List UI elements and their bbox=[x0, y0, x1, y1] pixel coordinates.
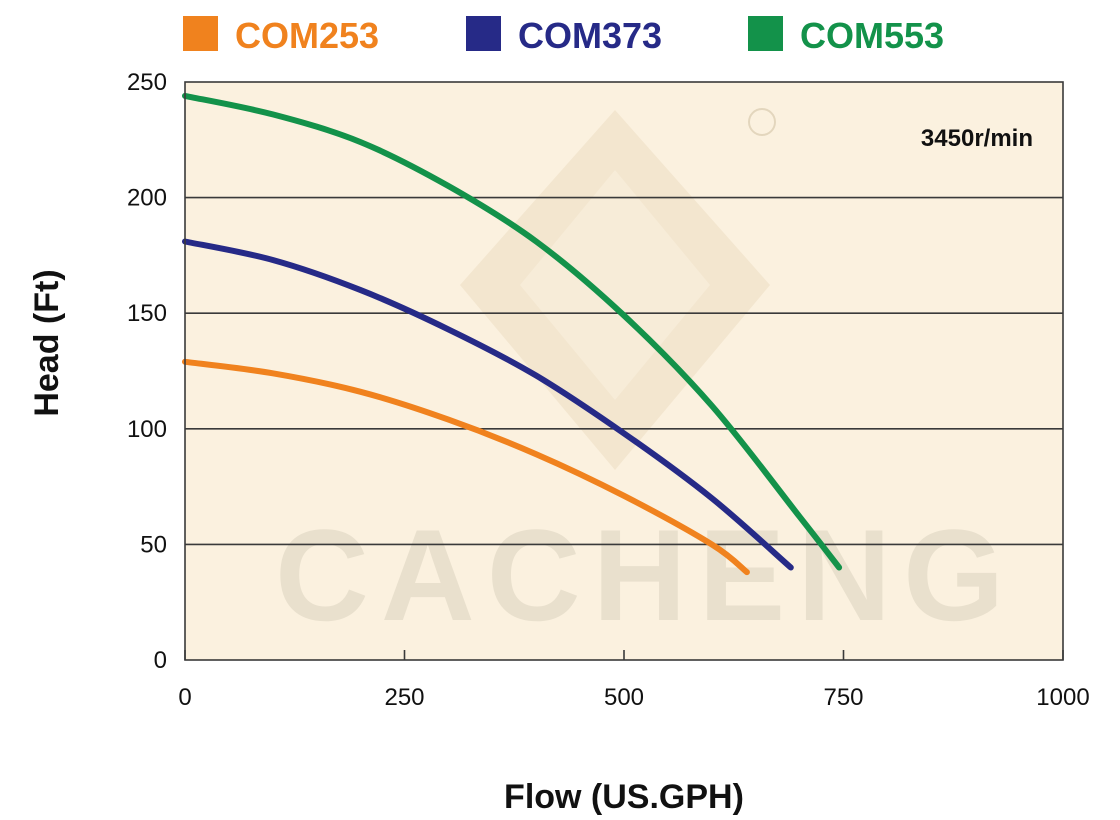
y-axis-title: Head (Ft) bbox=[28, 269, 66, 416]
series-line-com553 bbox=[182, 92, 843, 571]
speed-annotation: 3450r/min bbox=[921, 125, 1033, 152]
x-axis-title: Flow (US.GPH) bbox=[504, 778, 744, 816]
x-tick-label-0: 0 bbox=[178, 684, 191, 711]
registered-mark-icon bbox=[748, 108, 776, 136]
y-tick-label-150: 150 bbox=[127, 300, 167, 327]
watermark-diamond-inner bbox=[520, 170, 710, 400]
series-line-com373 bbox=[182, 238, 794, 571]
x-tick-label-500: 500 bbox=[604, 684, 644, 711]
legend-swatch-com553 bbox=[748, 16, 783, 51]
series-line-com253 bbox=[182, 358, 750, 576]
watermark-logo: CACHENG bbox=[275, 108, 1016, 648]
series-layer bbox=[182, 92, 843, 576]
y-tick-label-250: 250 bbox=[127, 69, 167, 96]
legend-swatch-com253 bbox=[183, 16, 218, 51]
legend-label-com253: COM253 bbox=[235, 15, 379, 56]
y-tick-labels: 0 50 100 150 200 250 bbox=[127, 69, 167, 674]
legend-item-com553: COM553 bbox=[748, 15, 944, 56]
y-tick-label-0: 0 bbox=[154, 647, 167, 674]
legend-label-com373: COM373 bbox=[518, 15, 662, 56]
legend-item-com253: COM253 bbox=[183, 15, 379, 56]
legend: COM253 COM373 COM553 bbox=[183, 15, 944, 56]
axes bbox=[184, 81, 1064, 661]
x-tick-labels: 0 250 500 750 1000 bbox=[178, 684, 1089, 711]
x-tick-label-250: 250 bbox=[384, 684, 424, 711]
legend-label-com553: COM553 bbox=[800, 15, 944, 56]
y-tick-label-50: 50 bbox=[140, 531, 167, 558]
y-tick-label-200: 200 bbox=[127, 185, 167, 212]
x-tick-label-1000: 1000 bbox=[1036, 684, 1089, 711]
y-tick-label-100: 100 bbox=[127, 416, 167, 443]
legend-item-com373: COM373 bbox=[466, 15, 662, 56]
watermark-text: CACHENG bbox=[275, 502, 1016, 648]
x-tick-label-750: 750 bbox=[823, 684, 863, 711]
legend-swatch-com373 bbox=[466, 16, 501, 51]
